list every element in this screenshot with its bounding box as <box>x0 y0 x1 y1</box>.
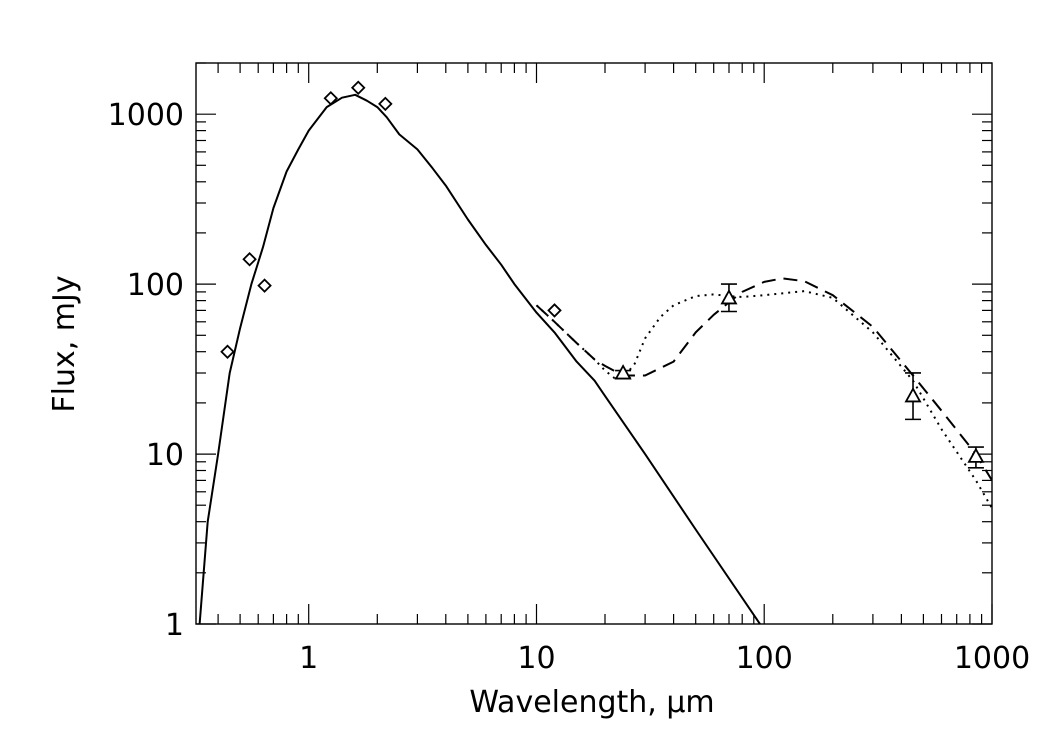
series-solid-line <box>198 93 762 624</box>
y-tick-label: 100 <box>127 268 184 303</box>
x-tick-label: 100 <box>736 641 793 676</box>
diamond-point <box>220 344 235 360</box>
plot-frame <box>195 62 993 625</box>
diamond-point <box>242 251 257 267</box>
markers-layer <box>220 80 985 469</box>
diamond-point <box>350 80 366 96</box>
triangle-point <box>720 289 738 305</box>
x-tick-label: 1000 <box>954 641 1030 676</box>
diamond-point <box>378 96 393 112</box>
series-dashed-line <box>535 277 992 481</box>
y-tick-label: 1 <box>165 608 184 643</box>
x-tick-label: 1 <box>299 641 318 676</box>
diamond-point <box>547 303 562 318</box>
y-tick-label: 1000 <box>108 98 184 133</box>
x-tick-label: 10 <box>517 641 555 676</box>
series-dotted-line <box>535 290 992 509</box>
axis-ticks <box>196 62 993 625</box>
diamond-point <box>257 278 272 293</box>
triangle-point <box>904 387 922 403</box>
axis-tick-labels: 1 10 100 1000 1 10 100 1000 <box>108 98 1031 676</box>
triangle-point <box>967 447 985 463</box>
diamond-point <box>323 91 339 106</box>
y-axis-title: Flux, mJy <box>47 275 82 412</box>
triangle-point <box>614 364 632 380</box>
y-tick-label: 10 <box>146 438 184 473</box>
series-layer <box>198 93 992 624</box>
x-axis-title: Wavelength, µm <box>469 685 714 720</box>
